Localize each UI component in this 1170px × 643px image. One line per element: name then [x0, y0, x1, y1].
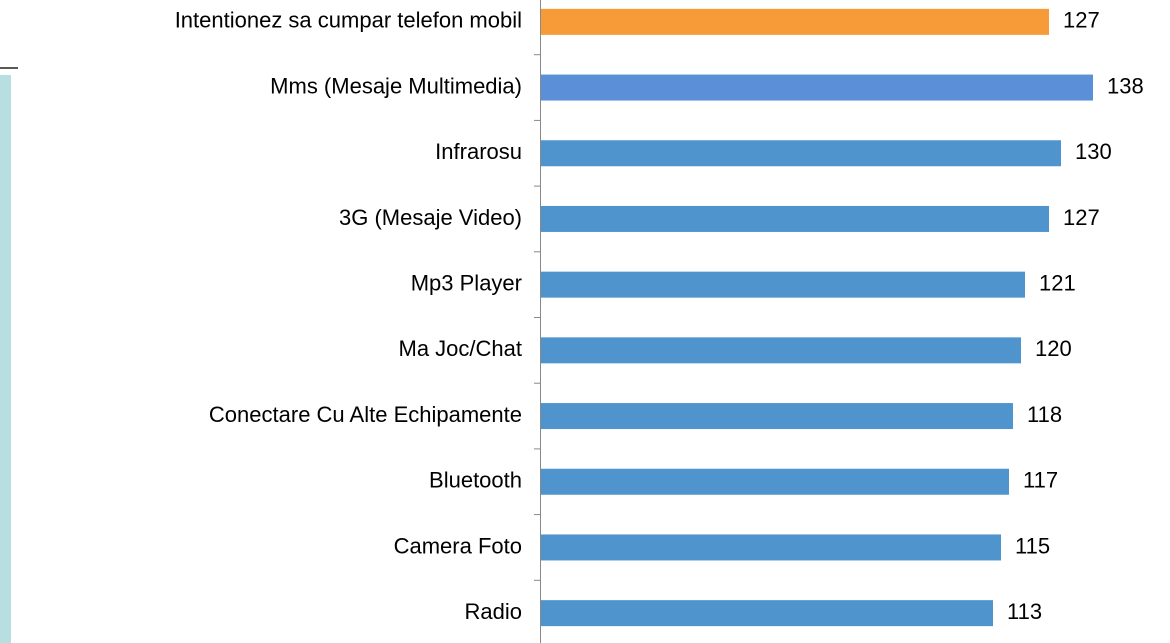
value-label: 120 [1035, 336, 1072, 361]
bar [541, 600, 993, 627]
value-label: 115 [1015, 533, 1050, 558]
bar [541, 205, 1049, 232]
bar [541, 403, 1013, 430]
bar [541, 337, 1021, 364]
bar [541, 468, 1009, 495]
category-label: Bluetooth [429, 468, 522, 493]
value-label: 127 [1063, 8, 1100, 33]
value-label: 113 [1007, 599, 1042, 624]
bar [541, 534, 1001, 561]
category-label: Mms (Mesaje Multimedia) [270, 73, 522, 98]
bar [541, 74, 1093, 101]
value-label: 138 [1107, 73, 1144, 98]
category-label: Radio [465, 599, 522, 624]
bar [541, 8, 1049, 35]
value-label: 130 [1075, 139, 1112, 164]
value-label: 121 [1039, 270, 1076, 295]
category-label: Ma Joc/Chat [399, 336, 523, 361]
category-label: Conectare Cu Alte Echipamente [209, 402, 522, 427]
category-label: Mp3 Player [411, 270, 522, 295]
value-label: 117 [1023, 468, 1058, 493]
category-label: Intentionez sa cumpar telefon mobil [175, 8, 522, 33]
bar [541, 271, 1025, 298]
category-label: Camera Foto [394, 533, 522, 558]
value-label: 118 [1027, 402, 1062, 427]
category-label: 3G (Mesaje Video) [339, 205, 522, 230]
side-panel [0, 75, 11, 643]
category-label: Infrarosu [435, 139, 522, 164]
bar [541, 140, 1061, 167]
value-label: 127 [1063, 205, 1100, 230]
